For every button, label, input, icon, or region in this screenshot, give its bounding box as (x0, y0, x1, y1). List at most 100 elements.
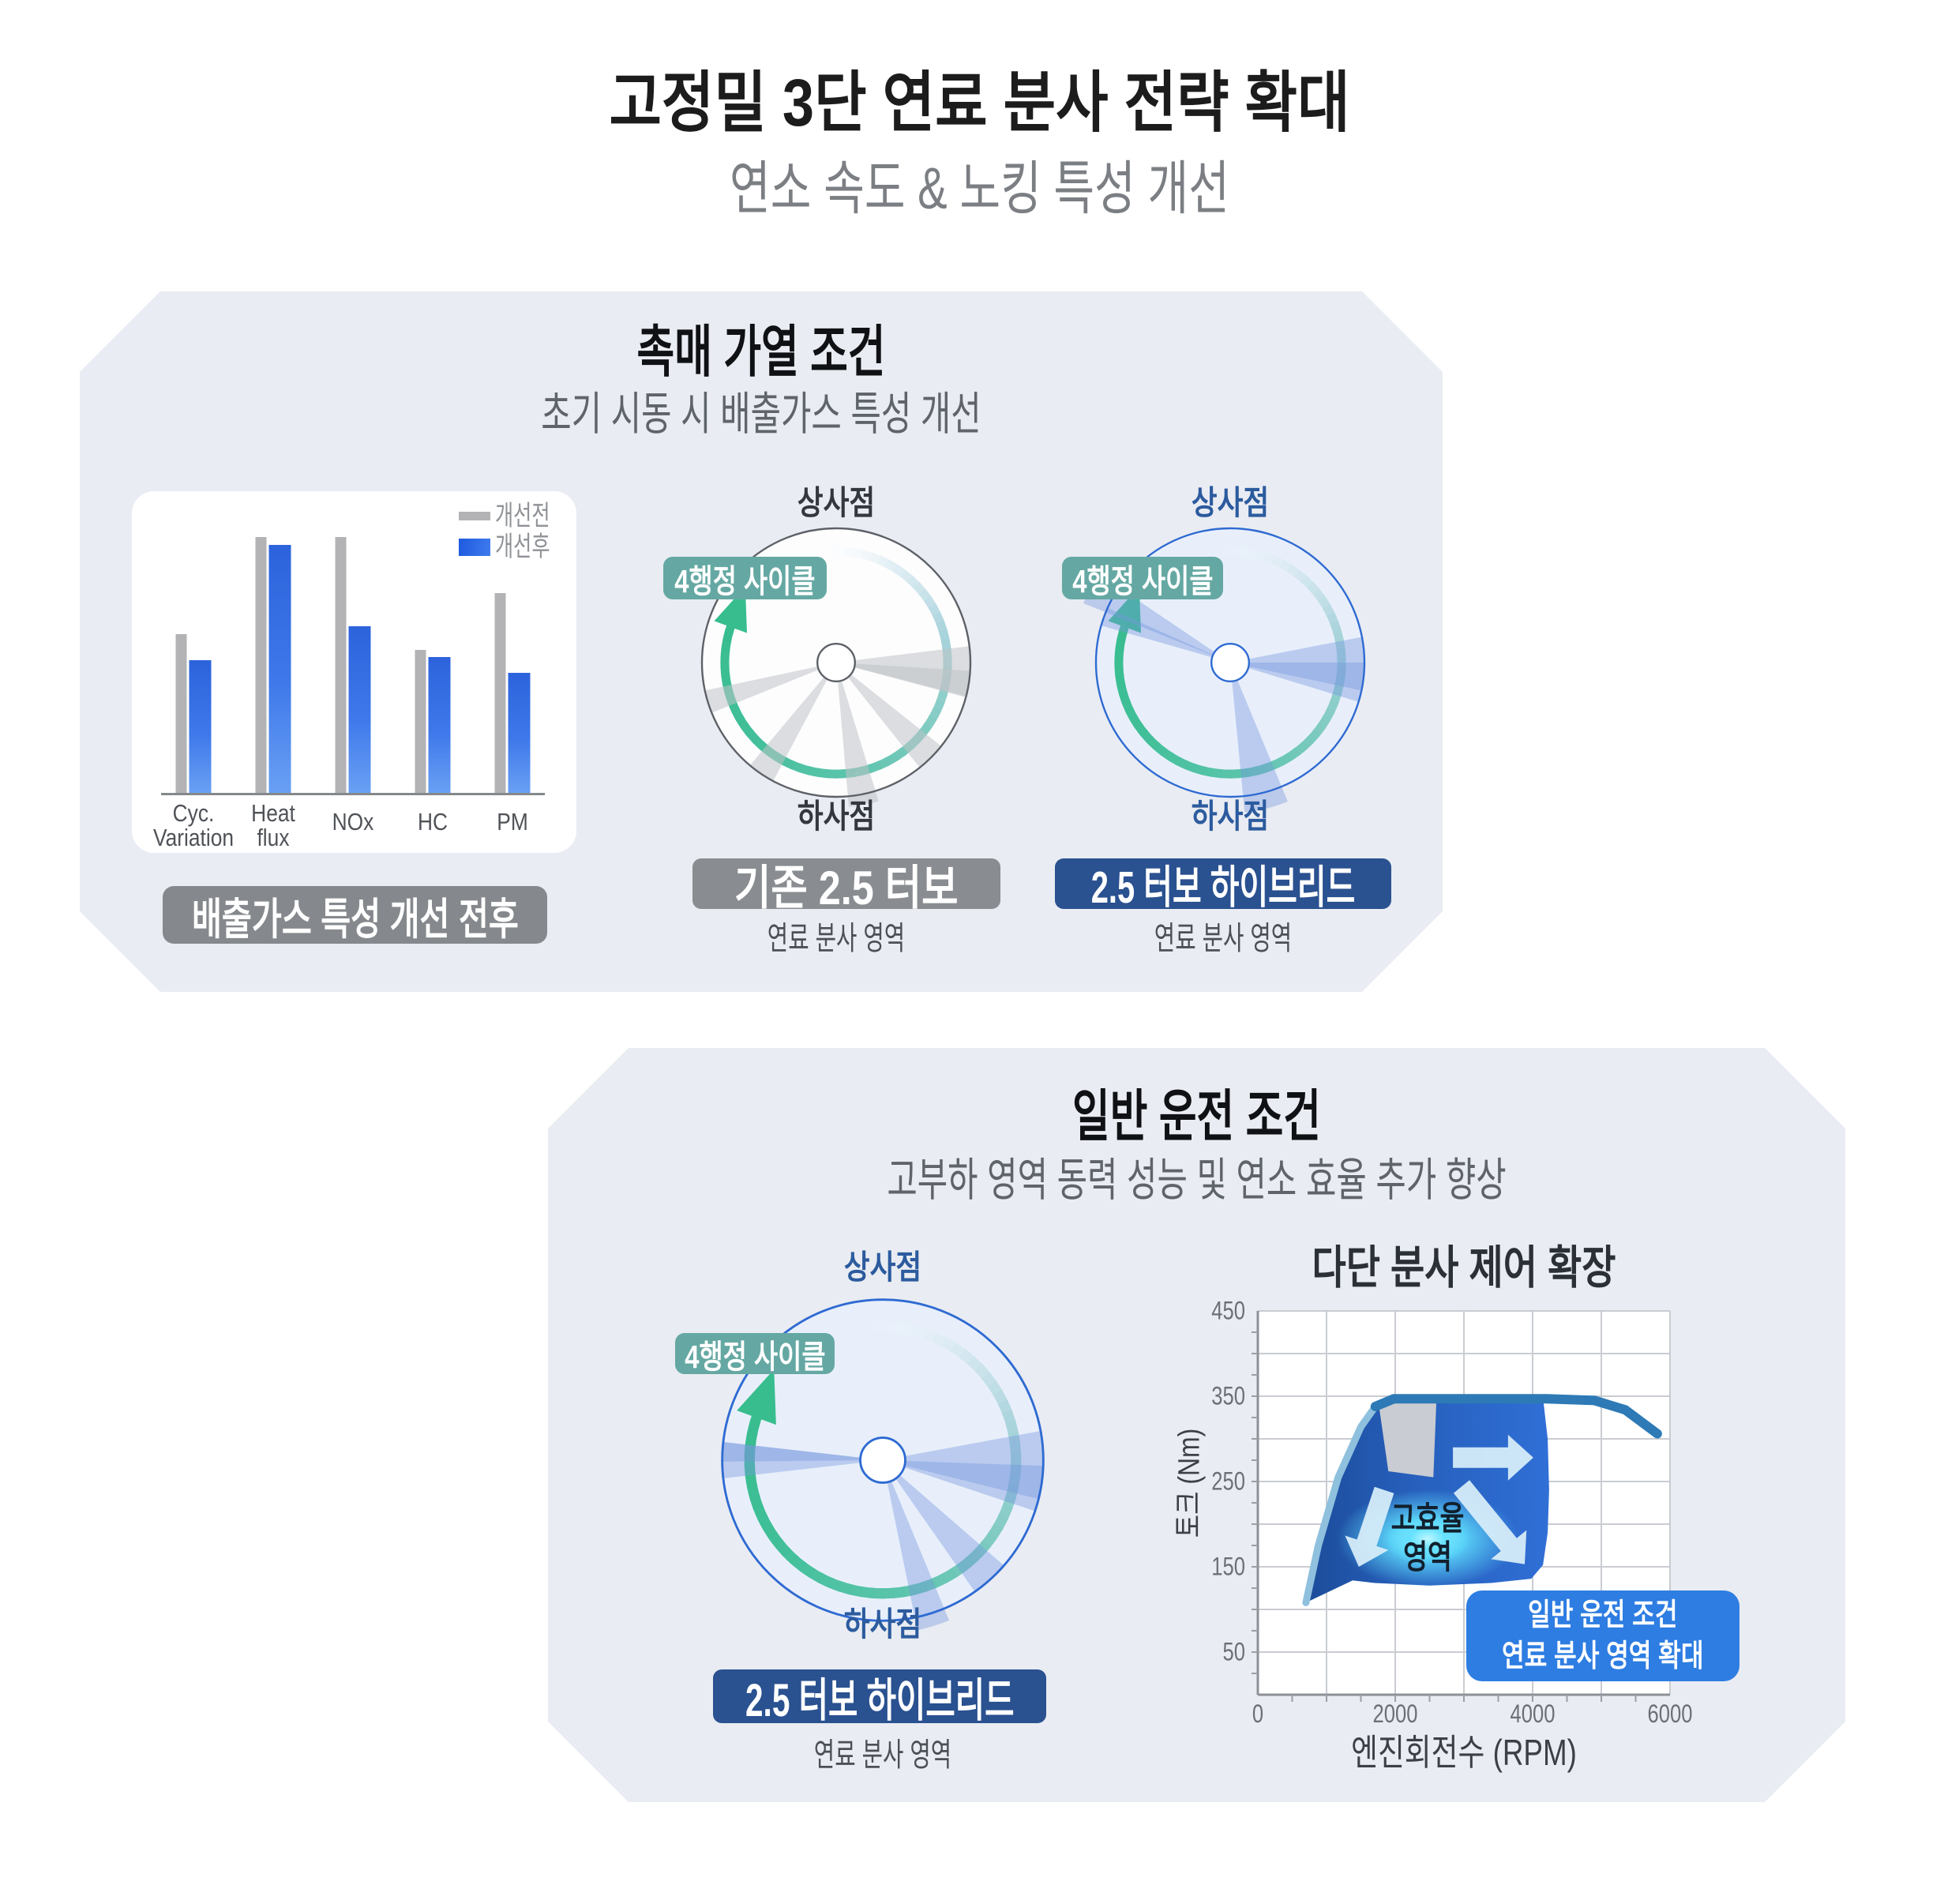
emissions-chart-card: 개선전 개선후 Cyc. Variation Heat flux NOx HC PM (132, 491, 576, 853)
bottom-panel-heading: 일반 운전 조건 (1072, 1086, 1321, 1148)
injection-wedge (722, 1441, 883, 1462)
torque-x-tick: 4000 (1510, 1699, 1556, 1728)
efficiency-glow-core (1383, 1512, 1471, 1565)
bar-before (175, 634, 187, 793)
cycle2-caption: 연료 분사 영역 (1154, 920, 1293, 956)
injection-wedge (1101, 607, 1230, 663)
cycle2-stroke-badge: 4행정 사이클 (1062, 557, 1223, 599)
cycle-hub (1210, 643, 1250, 682)
injection-wedge (836, 663, 970, 697)
bar-before (255, 537, 267, 793)
cycle1-stroke-badge-text: 4행정 사이클 (674, 563, 816, 599)
injection-wedge (1230, 637, 1364, 702)
high-efficiency-region-label: 고효율 영역 (1390, 1500, 1465, 1575)
expansion-arrow (1345, 1486, 1394, 1567)
bar-after (508, 672, 531, 793)
cycle3-bottom-label: 하사점 (843, 1605, 922, 1643)
cycle2-stroke-badge-text: 4행정 사이클 (1071, 563, 1214, 599)
bar-category-label: NOx (332, 808, 374, 836)
cycle2-name-badge: 2.5 터보 하이브리드 (1055, 858, 1391, 913)
bar-after (428, 657, 451, 793)
emissions-caption-text: 배출가스 특성 개선 전후 (191, 894, 519, 944)
torque-chart-title: 다단 분사 제어 확장 (1312, 1242, 1616, 1294)
injection-wedge (722, 1441, 883, 1479)
injection-expansion-callout-text: 일반 운전 조건 연료 분사 영역 확대 (1502, 1598, 1704, 1673)
page-subtitle: 연소 속도 & 노킹 특성 개선 (729, 156, 1230, 221)
bottom-panel-subheading: 고부하 영역 동력 성능 및 연소 효율 추가 향상 (887, 1155, 1507, 1206)
cycle-rim (1094, 527, 1366, 798)
expansion-arrow (1453, 1480, 1527, 1564)
cycle-rim (700, 527, 972, 798)
torque-curve (1370, 1394, 1662, 1439)
bar-group (494, 593, 531, 793)
torque-y-tick: 450 (1211, 1296, 1245, 1325)
page-title: 고정밀 3단 연료 분사 전략 확대 (609, 66, 1350, 140)
cycle1-name-badge-text: 기존 2.5 터보 (734, 861, 959, 914)
legend-swatch-before (459, 512, 490, 520)
injection-wedge (704, 663, 836, 713)
torque-y-tick: 50 (1222, 1637, 1245, 1666)
injection-wedge (883, 1460, 1004, 1592)
cycle1-stroke-badge: 4행정 사이클 (663, 557, 827, 599)
injection-wedge (1230, 663, 1364, 691)
injection-wedge (883, 1430, 1044, 1512)
emissions-bar-plot (161, 491, 545, 794)
injection-wedge (883, 1460, 1044, 1500)
bar-after (348, 626, 371, 793)
cycle1-bottom-label: 하사점 (797, 798, 876, 835)
torque-y-axis-label: 토크 (Nm) (1173, 1428, 1207, 1538)
top-panel-subheading: 초기 시동 시 배출가스 특성 개선 (541, 389, 981, 440)
legend-label-before: 개선전 (495, 501, 550, 531)
bar-group (175, 634, 212, 793)
bar-group (415, 649, 451, 793)
cycle3-top-label: 상사점 (843, 1249, 922, 1286)
cycle3-name-badge: 2.5 터보 하이브리드 (713, 1669, 1046, 1726)
cycle2-top-label: 상사점 (1191, 484, 1270, 521)
emissions-caption-badge: 배출가스 특성 개선 전후 (163, 886, 547, 944)
bar-after (189, 659, 212, 793)
torque-chart (1252, 1310, 1671, 1702)
bar-category-label: Cyc. Variation (152, 799, 235, 851)
cycle-hub (859, 1436, 906, 1484)
cycle3-caption: 연료 분사 영역 (813, 1737, 952, 1773)
cycle-diagram-hybrid (1083, 527, 1366, 813)
legend-swatch-after (459, 539, 490, 556)
cycle3-stroke-badge-text: 4행정 사이클 (684, 1339, 826, 1375)
torque-x-tick: 6000 (1647, 1699, 1693, 1728)
cycle-arrow-head (737, 1369, 776, 1425)
injection-wedge (749, 663, 836, 782)
torque-y-tick: 150 (1211, 1552, 1245, 1581)
emissions-x-axis (161, 793, 545, 795)
bar-group (255, 537, 291, 793)
torque-y-tick: 350 (1211, 1381, 1245, 1410)
cycle-diagram-hybrid-normal (721, 1298, 1045, 1631)
cycle-rim (721, 1298, 1045, 1622)
bar-category-label: HC (417, 808, 448, 836)
torque-y-tick: 250 (1211, 1466, 1245, 1496)
injection-wedge (836, 663, 942, 768)
torque-x-axis-label: 엔진회전수 (RPM) (1351, 1732, 1577, 1773)
bar-before (494, 593, 506, 793)
bar-before (335, 537, 347, 793)
torque-x-tick: 2000 (1372, 1699, 1418, 1728)
cycle-diagram-turbo (700, 527, 972, 807)
emissions-legend: 개선전 개선후 (459, 491, 576, 586)
torque-x-tick: 0 (1252, 1699, 1264, 1728)
restricted-region (1378, 1399, 1437, 1478)
bar-before (415, 649, 426, 793)
bar-after (268, 544, 291, 793)
bar-category-label: Heat flux (251, 799, 295, 851)
top-panel-heading: 촉매 가열 조건 (636, 321, 886, 384)
injection-wedge (883, 1460, 950, 1631)
cycle1-top-label: 상사점 (797, 484, 876, 521)
cycle-hub (816, 643, 856, 682)
cycle3-name-badge-text: 2.5 터보 하이브리드 (745, 1675, 1015, 1726)
injection-expansion-callout: 일반 운전 조건 연료 분사 영역 확대 (1466, 1590, 1739, 1681)
torque-curve-low (1302, 1403, 1379, 1606)
cycle1-caption: 연료 분사 영역 (767, 920, 906, 956)
cycle2-bottom-label: 하사점 (1191, 798, 1270, 835)
bar-category-label: PM (497, 808, 528, 836)
injection-wedge (836, 663, 879, 807)
cycle1-name-badge: 기존 2.5 터보 (692, 858, 1000, 914)
